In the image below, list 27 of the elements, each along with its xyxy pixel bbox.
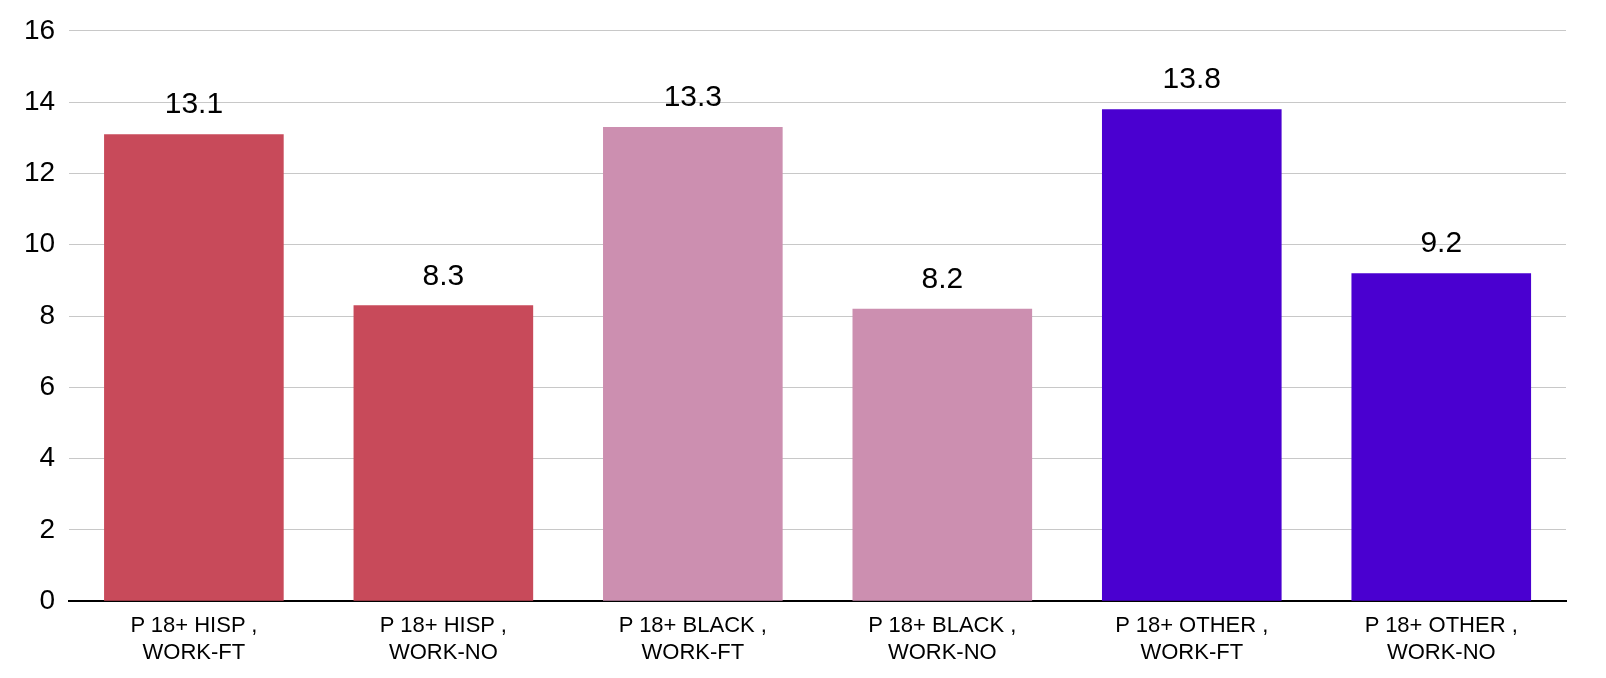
y-tick-label: 4	[39, 441, 56, 473]
data-label: 9.2	[1420, 225, 1463, 259]
y-tick-label: 2	[39, 512, 56, 544]
y-tick-label: 0	[39, 583, 56, 615]
x-tick-label: P 18+ BLACK , WORK-FT	[618, 612, 767, 664]
bar	[852, 308, 1033, 601]
x-tick-label: P 18+ HISP , WORK-FT	[130, 612, 258, 664]
data-label: 13.3	[663, 79, 723, 113]
y-tick-label: 16	[23, 13, 56, 45]
y-tick-label: 14	[23, 84, 56, 116]
data-label: 13.8	[1162, 61, 1221, 95]
data-label: 13.1	[164, 86, 224, 120]
y-tick-label: 6	[39, 370, 56, 402]
x-tick-label: P 18+ HISP , WORK-NO	[379, 612, 507, 664]
y-tick-label: 12	[23, 156, 56, 188]
bar	[104, 134, 284, 601]
y-tick-label: 10	[23, 227, 56, 259]
x-tick-label: P 18+ OTHER , WORK-NO	[1364, 612, 1518, 664]
x-tick-label: P 18+ OTHER , WORK-FT	[1115, 612, 1269, 664]
y-tick-label: 8	[39, 298, 56, 330]
bar	[353, 305, 534, 601]
data-label: 8.3	[422, 257, 465, 291]
x-tick-label: P 18+ BLACK , WORK-NO	[868, 612, 1017, 664]
bar	[1351, 273, 1532, 601]
data-label: 8.2	[921, 261, 964, 295]
bar	[603, 127, 783, 601]
bar	[1101, 109, 1282, 601]
